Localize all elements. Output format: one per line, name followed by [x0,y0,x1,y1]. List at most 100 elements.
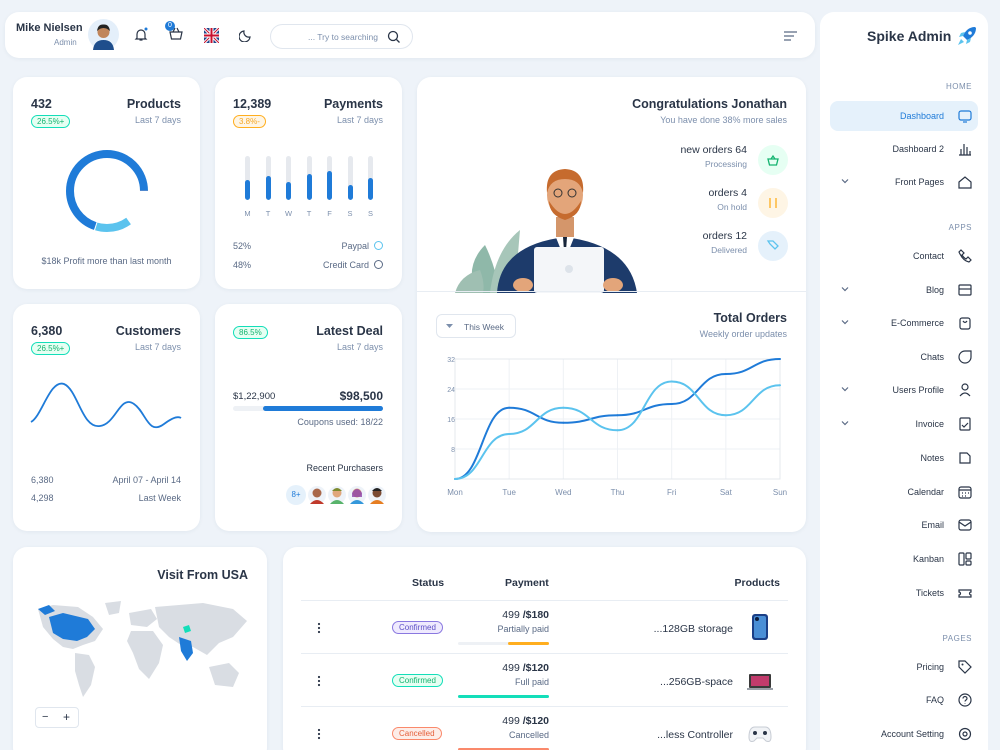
congrats-subtitle: You have done 38% more sales [660,115,787,125]
sidebar-item-label: Account Setting [880,729,944,739]
status-badge: Cancelled [392,727,442,740]
chart-x-tick: Thu [611,488,625,497]
card-label: Credit Card [322,260,369,270]
chevron-down-icon[interactable] [840,284,850,294]
moon-icon[interactable] [239,27,254,42]
deal-badge: 86.5% [233,326,268,339]
sidebar-item-e-commerce[interactable]: E-Commerce [830,308,978,338]
section-home: HOME [946,82,972,91]
mail-icon [958,519,972,531]
rocket-icon [958,27,976,45]
deal-progress-fill [263,406,383,411]
sidebar-item-invoice[interactable]: Invoice [830,409,978,439]
sidebar-item-pricing[interactable]: Pricing [830,652,978,682]
payment-bar [286,156,291,200]
user-name: Mike Nielsen [16,22,83,34]
sidebar-item-faq[interactable]: FAQ [830,685,978,715]
sidebar-item-notes[interactable]: Notes [830,443,978,473]
sidebar-item-users-profile[interactable]: Users Profile [830,375,978,405]
zoom-out-button[interactable]: − [42,711,49,723]
bag-icon [959,317,971,330]
payment-bar [306,156,312,200]
user-icon [959,383,971,397]
payment-day-label: T [306,209,312,218]
order-summary-title: orders 4 [708,187,747,199]
sidebar-item-label: Front Pages [894,177,944,187]
search-input[interactable]: ... Try to searching [270,24,413,49]
cart-icon[interactable] [167,24,185,42]
paypal-label: Paypal [341,241,369,251]
product-name: ...256GB-space [660,676,733,688]
payment-progress-fill [458,695,549,698]
search-icon[interactable] [387,30,401,44]
customers-row2-value: 4,298 [31,493,54,503]
product-laptop-image [747,674,773,690]
sidebar-item-contact[interactable]: Contact [830,241,978,271]
more-vertical-icon[interactable] [317,622,321,634]
sidebar-item-blog[interactable]: Blog [830,275,978,305]
week-filter-select[interactable]: This Week [436,314,516,338]
uk-flag-icon[interactable] [204,28,219,43]
sidebar-item-dashboard[interactable]: Dashboard [830,101,978,131]
sidebar-item-tickets[interactable]: Tickets [830,578,978,608]
payment-status: Partially paid [497,624,549,634]
payment-total: /$180 [522,609,549,621]
order-summary-status: Processing [704,159,747,169]
purchaser-avatars [308,486,386,504]
chevron-down-icon[interactable] [840,384,850,394]
basket-icon [758,145,788,175]
more-vertical-icon[interactable] [317,675,321,687]
chevron-down-icon[interactable] [840,317,850,327]
chevron-down-icon[interactable] [840,418,850,428]
product-name: ...less Controller [657,729,733,741]
products-period: Last 7 days [134,115,181,125]
customers-period: Last 7 days [134,342,181,352]
sidebar-item-calendar[interactable]: Calendar [830,477,978,507]
zoom-in-button[interactable]: + [63,710,71,724]
payment-progress-fill [508,642,549,645]
sidebar-item-email[interactable]: Email [830,510,978,540]
payment-day-label: W [284,209,293,218]
col-status: Status [412,577,445,589]
chevron-down-icon[interactable] [840,176,850,186]
chart-point [508,433,511,435]
chart-y-tick: 8 [451,447,455,454]
payment-day-label: S [347,209,353,218]
products-card: 432 Products 26.5%+ Last 7 days $18k Pro… [13,77,200,289]
sidebar-item-account-setting[interactable]: Account Setting [830,719,978,749]
invoice-icon [959,417,971,431]
more-vertical-icon[interactable] [317,728,321,740]
sidebar-item-label: Pricing [916,662,944,672]
chart-point [562,421,565,424]
payment-bar-fill [245,180,250,200]
total-orders-title: Total Orders [713,311,787,325]
more-purchasers-badge[interactable]: 8+ [286,485,306,505]
sidebar-item-chats[interactable]: Chats [830,342,978,372]
sidebar-item-front-pages[interactable]: Front Pages [830,167,978,197]
payments-value: 12,389 [233,97,272,111]
congrats-card: Congratulations Jonathan You have done 3… [417,77,806,532]
payment-total: /$120 [522,662,549,674]
payment-bar-fill [306,174,312,200]
total-orders-subtitle: Weekly order updates [699,329,787,339]
avatar[interactable] [88,19,119,50]
chart-point [508,406,511,409]
sidebar-item-dashboard-2[interactable]: Dashboard 2 [830,134,978,164]
products-donut [66,150,148,232]
chart-x-tick: Tue [502,488,516,497]
payment-paid: 499 [502,662,520,674]
order-summary-title: orders 12 [702,230,747,242]
customers-title: Customers [115,324,181,338]
world-map[interactable] [33,597,258,707]
sidebar-item-kanban[interactable]: Kanban [830,544,978,574]
visit-usa-card: Visit From USA − + [13,547,267,750]
purchaser-avatar [368,486,386,504]
menu-icon[interactable] [784,31,797,41]
chart-x-tick: Fri [667,488,677,497]
col-products: Products [734,577,780,589]
latest-deal-card: 86.5% Latest Deal Last 7 days $1,22,900 … [215,304,402,531]
payment-day-label: S [367,209,373,218]
products-footer: $18k Profit more than last month [41,256,172,266]
bell-icon[interactable] [133,26,149,42]
payment-paid: 499 [502,609,520,621]
